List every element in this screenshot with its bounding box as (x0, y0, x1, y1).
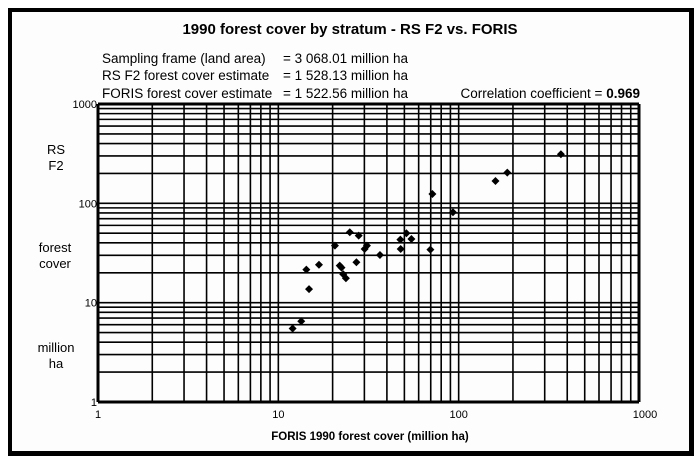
gridlines (98, 104, 639, 402)
data-point-diamond (402, 229, 411, 238)
data-points (288, 150, 565, 333)
data-point-diamond (503, 168, 512, 177)
y-axis-label-million-ha: million ha (37, 340, 75, 371)
data-point-diamond (396, 244, 405, 253)
data-point-diamond (297, 317, 306, 326)
x-axis-label: FORIS 1990 forest cover (million ha) (271, 431, 469, 443)
info-value: = 1 522.56 million ha (283, 86, 408, 101)
x-tick-label: 1000 (633, 409, 657, 421)
correlation-value: 0.969 (606, 86, 640, 101)
info-value: = 3 068.01 million ha (283, 51, 408, 66)
y-tick-label: 1 (91, 397, 97, 409)
x-tick-label: 1 (95, 409, 101, 421)
data-point-diamond (330, 241, 339, 250)
data-point-diamond (337, 263, 346, 272)
data-point-diamond (428, 190, 437, 199)
data-point-diamond (352, 258, 361, 267)
data-point-diamond (362, 241, 371, 250)
x-tick-label: 100 (449, 409, 467, 421)
info-label: Sampling frame (land area) (102, 51, 266, 66)
y-tick-label: 1000 (73, 99, 97, 111)
tick-labels: 1 10 100 1000 1 10 100 1000 (73, 99, 658, 421)
data-point-diamond (341, 274, 350, 283)
y-tick-label: 10 (85, 298, 97, 310)
axes (96, 102, 641, 404)
data-point-diamond (314, 260, 323, 269)
data-point-diamond (302, 265, 311, 274)
info-label: RS F2 forest cover estimate (102, 68, 270, 83)
data-point-diamond (491, 176, 500, 185)
x-tick-label: 10 (272, 409, 284, 421)
data-point-diamond (407, 234, 416, 243)
info-label: FORIS forest cover estimate (102, 86, 273, 101)
data-point-diamond (448, 208, 457, 217)
data-point-diamond (305, 285, 314, 294)
data-point-diamond (556, 150, 565, 159)
y-tick-label: 100 (79, 198, 97, 210)
info-value: = 1 528.13 million ha (283, 68, 408, 83)
data-point-diamond (375, 250, 384, 259)
y-axis-label-forest-cover: forest cover (38, 240, 72, 271)
data-point-diamond (345, 228, 354, 237)
data-point-diamond (288, 324, 297, 333)
correlation-coefficient: Correlation coefficient = 0.969 (460, 86, 640, 101)
data-point-diamond (426, 245, 435, 254)
chart-title: 1990 forest cover by stratum - RS F2 vs.… (182, 21, 518, 38)
y-axis-label-rs-f2: RS F2 (46, 142, 66, 173)
data-point-diamond (354, 231, 363, 240)
data-point-diamond (396, 235, 405, 244)
